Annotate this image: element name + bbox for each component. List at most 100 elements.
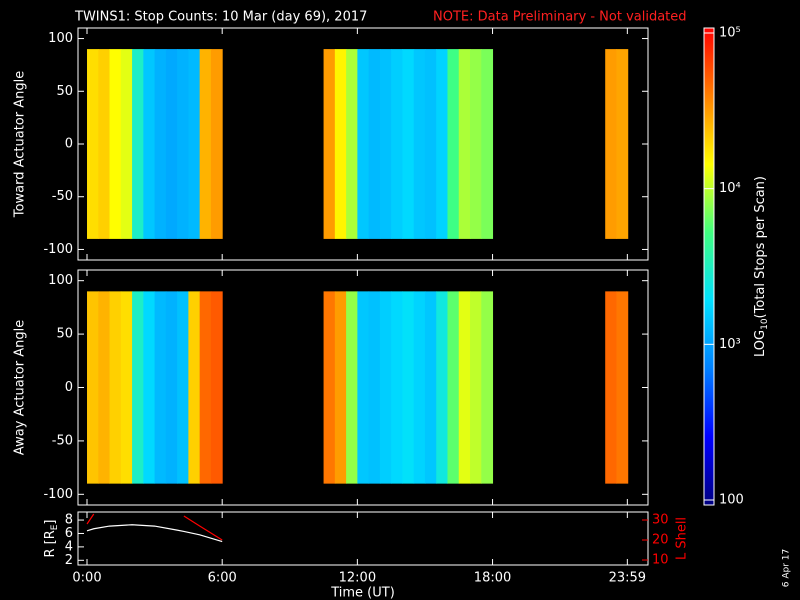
note: NOTE: Data Preliminary - Not validated xyxy=(433,10,687,25)
heat-cell xyxy=(98,49,111,239)
x-tick-label: 23:59 xyxy=(609,571,646,586)
heat-cell xyxy=(199,49,212,239)
heat-cell xyxy=(357,49,370,239)
y-axis-label-text: R [R xyxy=(43,530,58,557)
heat-cell xyxy=(334,49,347,239)
y-tick-label: -100 xyxy=(43,242,73,257)
colorbar-tick-label: 10⁴ xyxy=(719,181,741,196)
heat-cell xyxy=(188,291,201,484)
title: TWINS1: Stop Counts: 10 Mar (day 69), 20… xyxy=(74,10,367,25)
heat-cell xyxy=(391,291,403,484)
x-tick-label: 12:00 xyxy=(339,571,376,586)
y-tick-label: 2 xyxy=(65,553,73,568)
heat-cell xyxy=(402,49,415,239)
heat-cell xyxy=(177,49,189,239)
y-tick-label: 0 xyxy=(65,380,73,395)
y-tick-label: 6 xyxy=(65,526,73,541)
y-axis-label: Away Actuator Angle xyxy=(13,320,28,455)
y-tick-label: 8 xyxy=(65,513,73,528)
colorbar-tick-label: 100 xyxy=(719,493,744,508)
heat-cell xyxy=(413,49,426,239)
colorbar-label-text: LOG xyxy=(753,330,768,357)
heat-cell xyxy=(447,49,460,239)
heat-cell xyxy=(605,49,617,239)
heat-cell xyxy=(143,291,156,484)
x-tick-label: 0:00 xyxy=(72,571,101,586)
heat-cell xyxy=(132,291,144,484)
y-tick-label: 0 xyxy=(65,137,73,152)
heat-cell xyxy=(470,49,482,239)
heat-cell xyxy=(402,291,415,484)
heat-cell xyxy=(436,49,448,239)
heat-cell xyxy=(481,49,494,239)
y-axis-label-sub: E xyxy=(50,524,60,530)
y-tick-label: 50 xyxy=(56,84,73,99)
heat-cell xyxy=(470,291,482,484)
x-tick-label: 6:00 xyxy=(208,571,237,586)
heat-cell xyxy=(109,291,122,484)
heat-cell xyxy=(154,49,167,239)
colorbar-label-end: (Total Stops per Scan) xyxy=(753,176,768,318)
heat-cell xyxy=(210,291,223,484)
heat-cell xyxy=(98,291,111,484)
heat-cell xyxy=(177,291,189,484)
y2-axis-label: L Shell xyxy=(675,517,690,560)
y-tick-label: -50 xyxy=(52,189,73,204)
heat-cell xyxy=(413,291,426,484)
heat-cell xyxy=(87,49,99,239)
heat-cell xyxy=(120,49,133,239)
heat-cell xyxy=(447,291,460,484)
heat-cell xyxy=(616,49,629,239)
heat-cell xyxy=(334,291,347,484)
series-line xyxy=(86,524,223,543)
heat-cell xyxy=(458,49,471,239)
heat-cell xyxy=(357,291,370,484)
y-axis-label: R [RE] xyxy=(43,519,60,557)
heat-cell xyxy=(436,291,448,484)
colorbar-label-sub: 10 xyxy=(760,318,770,330)
heat-cell xyxy=(120,291,133,484)
colorbar xyxy=(703,27,715,506)
y-tick-label: 100 xyxy=(48,31,73,46)
y2-tick-label: 30 xyxy=(652,513,669,528)
date-stamp: 6 Apr 17 xyxy=(782,549,792,587)
series-line xyxy=(86,513,223,541)
heat-cell xyxy=(154,291,167,484)
heat-cell xyxy=(210,49,223,239)
heat-cell xyxy=(424,49,437,239)
heat-cell xyxy=(165,49,178,239)
heat-cell xyxy=(481,291,494,484)
heat-cell xyxy=(323,49,336,239)
heat-cell xyxy=(424,291,437,484)
heat-cell xyxy=(616,291,629,484)
y-tick-label: 4 xyxy=(65,539,73,554)
heat-cell xyxy=(323,291,336,484)
x-axis-label: Time (UT) xyxy=(330,586,395,600)
heat-cell xyxy=(368,291,381,484)
heat-cell xyxy=(391,49,403,239)
y-axis-label: Toward Actuator Angle xyxy=(13,71,28,218)
colorbar-tick-label: 10⁵ xyxy=(719,26,741,41)
colorbar-label: LOG10(Total Stops per Scan) xyxy=(753,176,770,357)
heat-cell xyxy=(109,49,122,239)
heat-cell xyxy=(165,291,178,484)
y-tick-label: 50 xyxy=(56,327,73,342)
y-axis-label-end: ] xyxy=(43,519,58,524)
heat-cell xyxy=(379,49,392,239)
heat-cell xyxy=(368,49,381,239)
heat-cell xyxy=(379,291,392,484)
y-tick-label: 100 xyxy=(48,273,73,288)
heat-cell xyxy=(458,291,471,484)
heat-cell xyxy=(346,291,358,484)
y-tick-label: -50 xyxy=(52,433,73,448)
heat-cell xyxy=(87,291,99,484)
plot-frame xyxy=(77,511,649,566)
heat-cell xyxy=(188,49,201,239)
heat-cell xyxy=(199,291,212,484)
y2-tick-label: 20 xyxy=(652,533,669,548)
y-tick-label: -100 xyxy=(43,487,73,502)
y2-tick-label: 10 xyxy=(652,553,669,568)
heat-cell xyxy=(605,291,617,484)
heat-cell xyxy=(143,49,156,239)
